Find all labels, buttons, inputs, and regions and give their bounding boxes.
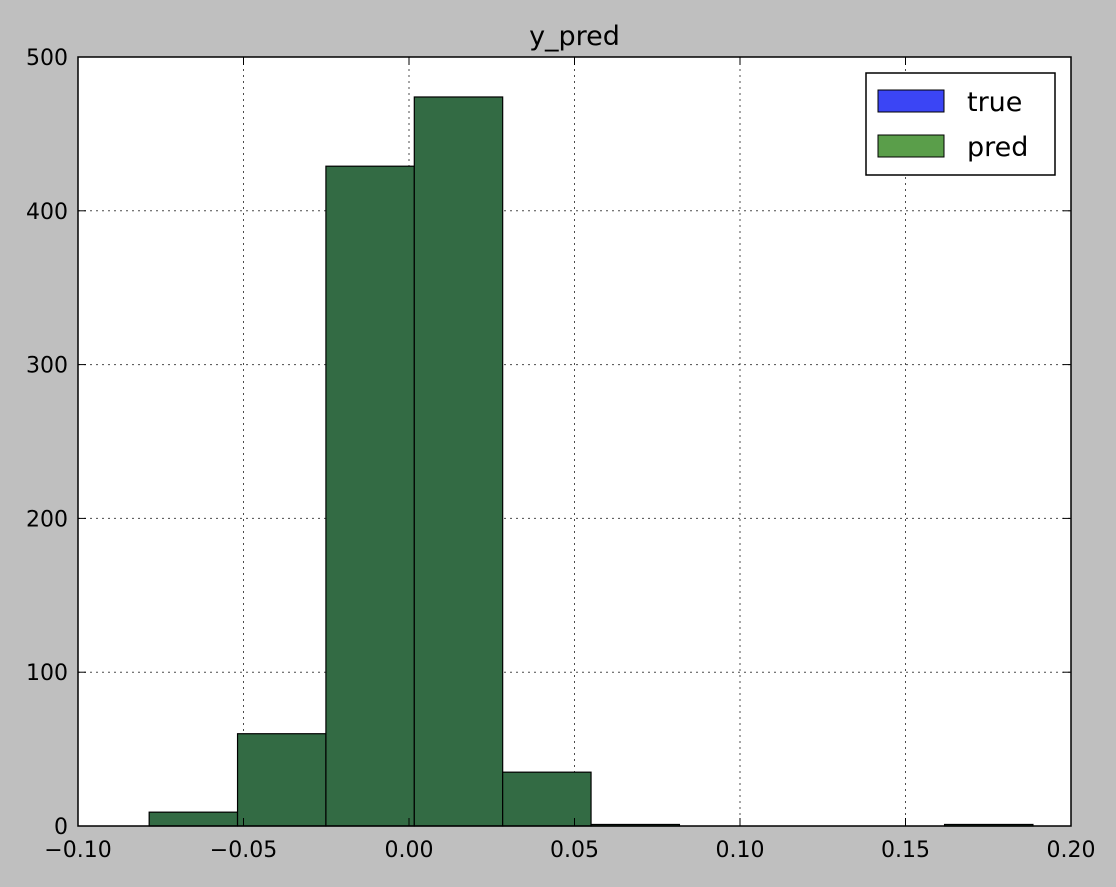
histogram-bar — [413, 96, 504, 827]
legend-swatch-true — [877, 89, 945, 113]
x-tick-label: −0.05 — [210, 838, 277, 863]
histogram-bar — [148, 811, 239, 827]
y-tick-label: 200 — [26, 507, 68, 532]
y-tick-label: 400 — [26, 200, 68, 225]
x-tick-labels: −0.10 −0.05 0.00 0.05 0.10 0.15 0.20 — [44, 838, 1095, 863]
y-tick-label: 0 — [54, 815, 68, 840]
legend-label-pred: pred — [967, 132, 1028, 163]
chart-title: y_pred — [529, 21, 620, 52]
y-tick-label: 300 — [26, 354, 68, 379]
legend: true pred — [865, 72, 1056, 176]
x-tick-label: −0.10 — [44, 838, 111, 863]
histogram-bar — [236, 733, 327, 827]
legend-swatch-pred — [877, 134, 945, 158]
y-tick-labels: 0 100 200 300 400 500 — [26, 46, 68, 840]
x-tick-label: 0.10 — [716, 838, 765, 863]
x-tick-label: 0.20 — [1047, 838, 1096, 863]
histogram-bar — [502, 771, 592, 827]
x-tick-label: 0.05 — [550, 838, 599, 863]
bar-series-pred — [148, 96, 1034, 827]
x-tick-label: 0.15 — [881, 838, 930, 863]
x-tick-label: 0.00 — [385, 838, 434, 863]
histogram-bar — [325, 165, 415, 827]
y-tick-label: 100 — [26, 661, 68, 686]
y-tick-label: 500 — [26, 46, 68, 71]
legend-label-true: true — [967, 87, 1022, 118]
axis-ticks — [77, 56, 1072, 827]
